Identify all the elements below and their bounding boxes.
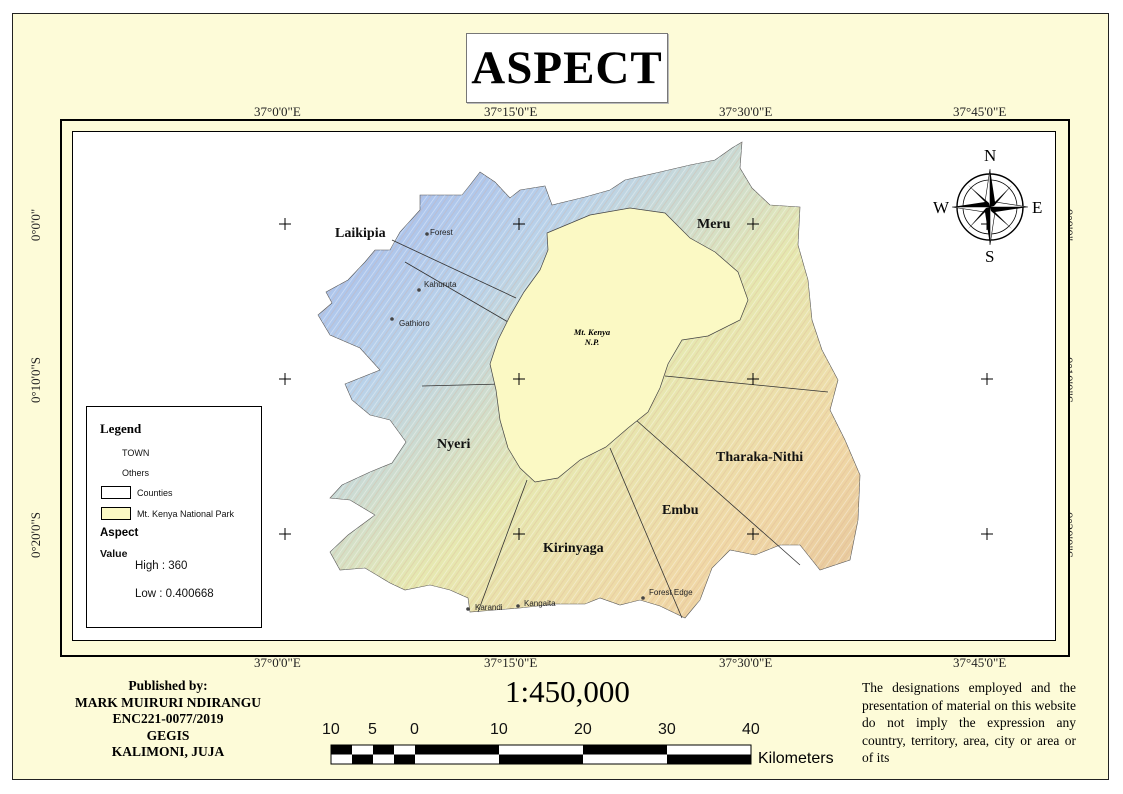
publisher-name: MARK MUIRURI NDIRANGU xyxy=(75,694,261,710)
town-label: Karandi xyxy=(475,603,503,612)
bottom-lon-label: 37°45'0"E xyxy=(953,655,1007,670)
park-label-line2: N.P. xyxy=(584,337,600,347)
compass-rose-icon xyxy=(951,168,1029,246)
disclaimer-text: The designations employed and the presen… xyxy=(862,680,1076,765)
legend-counties-swatch xyxy=(101,486,131,499)
map-title-box: ASPECT xyxy=(466,33,668,103)
top-lon-label: 37°45'0"E xyxy=(953,104,1007,119)
legend-others-label: Others xyxy=(122,468,150,478)
scale-tick-label: 40 xyxy=(742,721,760,738)
scale-tick-label: 5 xyxy=(368,721,377,738)
town-markers xyxy=(390,232,645,611)
region-label-meru: Meru xyxy=(697,217,731,232)
top-lon-label: 37°15'0"E xyxy=(484,104,538,119)
town-label: Forest Edge xyxy=(649,588,693,597)
town-label: Gathioro xyxy=(399,319,430,328)
town-label: Kahuruta xyxy=(424,280,457,289)
bottom-lon-label: 37°30'0"E xyxy=(719,655,773,670)
scale-unit: Kilometers xyxy=(758,750,834,767)
map-title: ASPECT xyxy=(471,42,663,94)
compass-n: N xyxy=(984,146,997,165)
region-label-laikipia: Laikipia xyxy=(335,226,386,241)
scale-tick-label: 0 xyxy=(410,721,419,738)
legend-low-label: Low : 0.400668 xyxy=(135,588,214,600)
county-boundaries xyxy=(391,239,829,619)
compass-e: E xyxy=(1032,198,1043,217)
bottom-lon-label: 37°0'0"E xyxy=(254,655,301,670)
region-label-embu: Embu xyxy=(662,503,699,518)
scale-tick-label: 30 xyxy=(658,721,676,738)
compass-s: S xyxy=(985,247,995,266)
publisher-heading: Published by: xyxy=(128,678,208,693)
graticule-crosses xyxy=(279,218,993,540)
region-label-kirinyaga: Kirinyaga xyxy=(543,541,604,556)
region-label-nyeri: Nyeri xyxy=(437,437,471,452)
scale-tick-label: 20 xyxy=(574,721,592,738)
top-lon-label: 37°30'0"E xyxy=(719,104,773,119)
legend-box: Legend TOWN Others Counties Mt. Kenya Na… xyxy=(86,406,262,628)
top-lon-label: 37°0'0"E xyxy=(254,104,301,119)
scale-tick-label: 10 xyxy=(490,721,508,738)
town-label: Kangaita xyxy=(524,599,556,608)
legend-park-swatch xyxy=(101,507,131,520)
publisher-id: ENC221-0077/2019 xyxy=(112,711,224,726)
scale-tick-label: 10 xyxy=(322,721,340,738)
legend-title: Legend xyxy=(100,421,142,436)
region-label-tharaka-nithi: Tharaka-Nithi xyxy=(716,450,804,465)
legend-value-heading: Value xyxy=(100,548,128,560)
publisher-block: Published by: MARK MUIRURI NDIRANGU ENC2… xyxy=(50,678,286,761)
legend-town-label: TOWN xyxy=(122,448,150,458)
park-label: Mt. Kenya N.P. xyxy=(560,327,624,347)
legend-counties-label: Counties xyxy=(137,488,173,498)
bottom-lon-label: 37°15'0"E xyxy=(484,655,538,670)
legend-high-label: High : 360 xyxy=(135,560,188,572)
publisher-location: KALIMONI, JUJA xyxy=(111,744,225,759)
town-label: Forest xyxy=(430,228,453,237)
legend-park-label: Mt. Kenya National Park xyxy=(137,509,235,519)
compass-w: W xyxy=(933,198,950,217)
scale-ratio: 1:450,000 xyxy=(505,674,630,709)
legend-aspect-heading: Aspect xyxy=(100,527,139,539)
national-park xyxy=(489,207,749,483)
scale-bar xyxy=(330,744,752,765)
park-label-line1: Mt. Kenya xyxy=(573,327,611,337)
publisher-dept: GEGIS xyxy=(146,727,190,743)
